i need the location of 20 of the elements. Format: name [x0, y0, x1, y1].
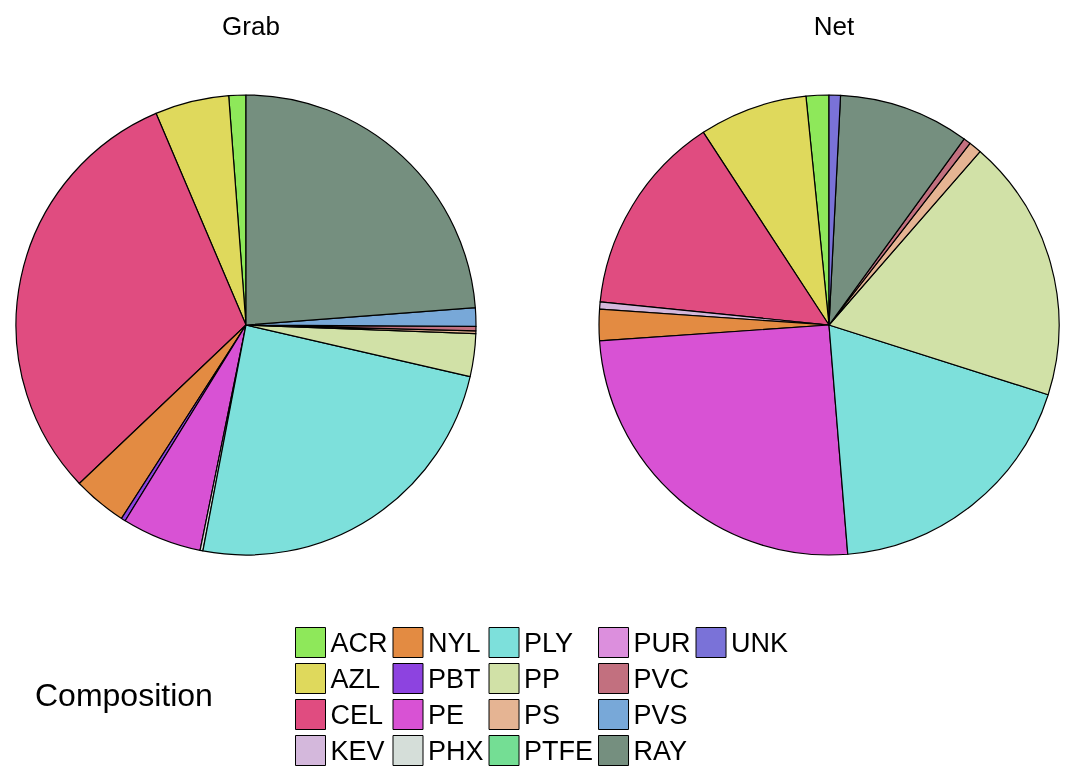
- legend-label: PE: [428, 699, 465, 730]
- legend-label: ACR: [330, 627, 388, 658]
- legend-label: PHX: [428, 735, 484, 766]
- legend-label: PLY: [524, 627, 574, 658]
- legend-label: PUR: [633, 627, 691, 658]
- legend-label: PVC: [633, 663, 690, 694]
- slice-label: Grab: [222, 11, 280, 41]
- legend-label: PBT: [428, 663, 481, 694]
- legend-label: PP: [524, 663, 561, 694]
- slice-label: Net: [813, 11, 855, 41]
- legend-label: UNK: [731, 627, 789, 658]
- legend-label: PTFE: [524, 735, 594, 766]
- legend-label: PS: [524, 699, 561, 730]
- legend-label: PVS: [633, 699, 688, 730]
- legend-label: AZL: [330, 663, 381, 694]
- legend-label: KEV: [330, 735, 385, 766]
- legend-label: CEL: [330, 699, 384, 730]
- legend-label: RAY: [633, 735, 688, 766]
- legend-title: Composition: [35, 677, 213, 713]
- legend-label: NYL: [428, 627, 481, 658]
